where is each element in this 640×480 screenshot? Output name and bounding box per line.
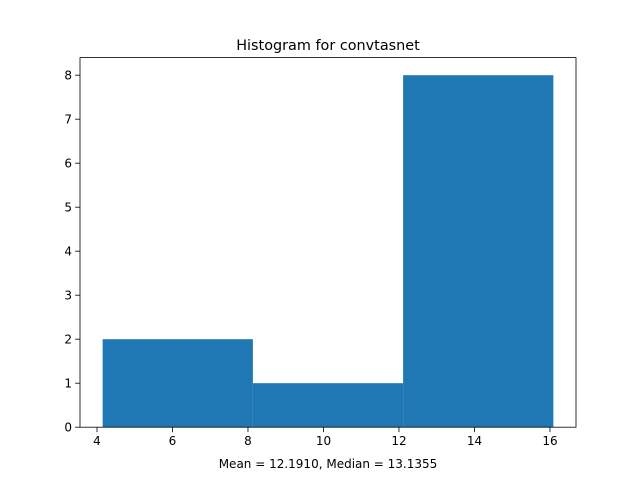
plot-frame xyxy=(79,57,577,428)
x-tick-label: 14 xyxy=(467,434,482,448)
x-tick-label: 8 xyxy=(244,434,252,448)
y-tick-label: 7 xyxy=(64,113,72,127)
histogram-bar-3 xyxy=(403,75,554,428)
x-axis-ticks: 4 6 8 10 12 14 16 xyxy=(93,427,558,448)
y-tick-label: 0 xyxy=(64,421,72,435)
histogram-bar-2 xyxy=(252,383,404,428)
y-tick-label: 2 xyxy=(64,333,72,347)
y-tick-label: 5 xyxy=(64,201,72,215)
x-tick-label: 16 xyxy=(542,434,557,448)
x-tick-label: 10 xyxy=(316,434,331,448)
x-tick-label: 12 xyxy=(391,434,406,448)
y-tick-label: 1 xyxy=(64,377,72,391)
y-tick-label: 8 xyxy=(64,69,72,83)
x-axis-label: Mean = 12.1910, Median = 13.1355 xyxy=(219,457,438,471)
x-tick-label: 6 xyxy=(169,434,177,448)
y-tick-label: 6 xyxy=(64,157,72,171)
y-tick-label: 4 xyxy=(64,245,72,259)
y-axis-ticks: 0 1 2 3 4 5 6 7 8 xyxy=(64,69,80,435)
chart-title: Histogram for convtasnet xyxy=(236,38,420,54)
y-tick-label: 3 xyxy=(64,289,72,303)
bars-group xyxy=(102,75,554,428)
x-tick-label: 4 xyxy=(93,434,101,448)
histogram-bar-1 xyxy=(102,339,253,428)
